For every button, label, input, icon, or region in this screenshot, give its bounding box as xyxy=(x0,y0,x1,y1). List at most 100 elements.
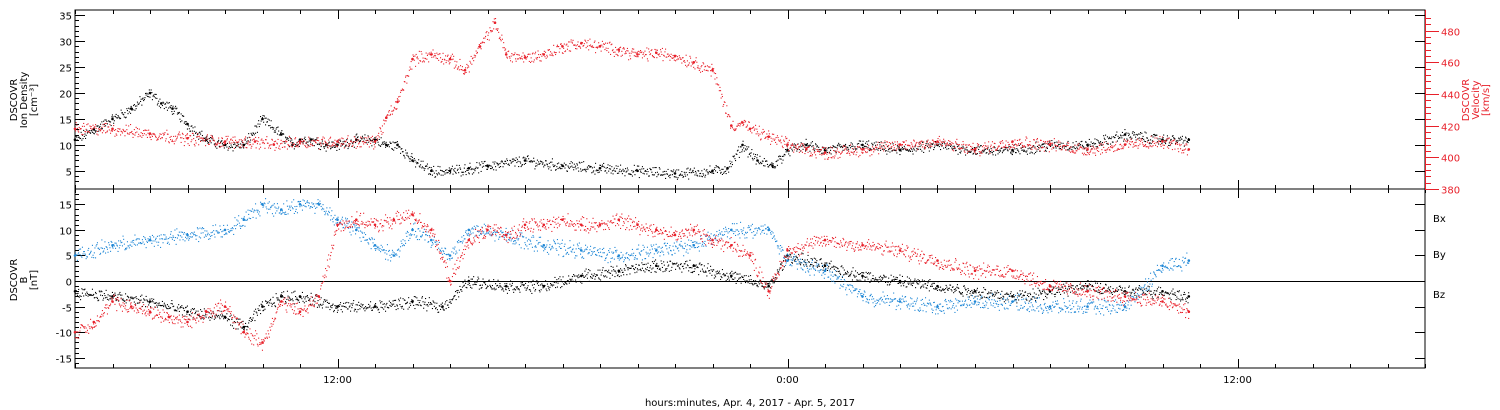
velocity-series-dot xyxy=(1128,146,1130,148)
bx-series-dot xyxy=(171,303,173,305)
density-series-dot xyxy=(764,165,766,167)
bx-series-dot xyxy=(76,293,78,295)
bx-series-dot xyxy=(528,289,530,291)
velocity-series-dot xyxy=(988,150,990,152)
bx-series-dot xyxy=(362,304,364,306)
velocity-series-dot xyxy=(268,147,270,149)
velocity-series-dot xyxy=(697,65,699,67)
velocity-series-dot xyxy=(450,55,452,57)
density-series-dot xyxy=(864,145,866,147)
velocity-series-dot xyxy=(1090,149,1092,151)
velocity-series-dot xyxy=(1095,148,1097,150)
velocity-series-dot xyxy=(75,122,77,124)
density-series xyxy=(73,89,1191,180)
velocity-series-dot xyxy=(490,30,492,32)
density-series-dot xyxy=(106,120,108,122)
velocity-series-dot xyxy=(873,151,875,153)
density-series-dot xyxy=(926,140,928,142)
bx-series-dot xyxy=(527,285,529,287)
density-series-dot xyxy=(1030,148,1032,150)
bx-series-dot xyxy=(612,266,614,268)
velocity-series-dot xyxy=(193,138,195,140)
density-series-dot xyxy=(706,171,708,173)
density-series-dot xyxy=(248,136,250,138)
velocity-series-dot xyxy=(1105,151,1107,153)
bx-series-dot xyxy=(268,304,270,306)
velocity-series-dot xyxy=(438,53,440,55)
velocity-series-dot xyxy=(995,149,997,151)
velocity-series-dot xyxy=(553,44,555,46)
bx-series-dot xyxy=(463,285,465,287)
velocity-series-dot xyxy=(1061,149,1063,151)
density-series-dot xyxy=(281,133,283,135)
bx-series-dot xyxy=(79,295,81,297)
density-series-dot xyxy=(425,165,427,167)
bx-series-dot xyxy=(313,304,315,306)
density-series-dot xyxy=(209,139,211,141)
density-series-dot xyxy=(87,131,89,133)
velocity-series-dot xyxy=(690,65,692,67)
bx-series-dot xyxy=(143,298,145,300)
bx-series-dot xyxy=(260,313,262,315)
density-series-dot xyxy=(774,167,776,169)
bx-series-dot xyxy=(500,285,502,287)
density-series-dot xyxy=(83,135,85,137)
density-series-dot xyxy=(607,164,609,166)
bx-series-dot xyxy=(288,299,290,301)
velocity-series-dot xyxy=(135,132,137,134)
velocity-series-dot xyxy=(1085,147,1087,149)
velocity-series-dot xyxy=(1148,147,1150,149)
density-series-dot xyxy=(596,170,598,172)
density-series-dot xyxy=(782,159,784,161)
velocity-series-dot xyxy=(763,130,765,132)
density-series-dot xyxy=(322,143,324,145)
velocity-series-dot xyxy=(231,142,233,144)
density-series-dot xyxy=(553,165,555,167)
velocity-series-dot xyxy=(780,139,782,141)
bx-series-dot xyxy=(81,292,83,294)
bx-series-dot xyxy=(291,298,293,300)
velocity-series-dot xyxy=(543,53,545,55)
velocity-series-dot xyxy=(196,133,198,135)
density-series-dot xyxy=(827,147,829,149)
velocity-series-dot xyxy=(90,127,92,129)
density-series-dot xyxy=(761,160,763,162)
density-series-dot xyxy=(838,145,840,147)
velocity-series-dot xyxy=(301,138,303,140)
bx-series-dot xyxy=(619,271,621,273)
bx-series-dot xyxy=(229,315,231,317)
velocity-series-dot xyxy=(338,142,340,144)
velocity-series-dot xyxy=(232,136,234,138)
density-series-dot xyxy=(1021,146,1023,148)
velocity-series-dot xyxy=(1140,138,1142,140)
velocity-series-dot xyxy=(952,143,954,145)
velocity-series-dot xyxy=(236,141,238,143)
velocity-series-dot xyxy=(342,138,344,140)
density-series-dot xyxy=(474,170,476,172)
bx-series-dot xyxy=(181,305,183,307)
velocity-series-dot xyxy=(1142,144,1144,146)
bx-series-dot xyxy=(378,311,380,313)
density-series-dot xyxy=(634,174,636,176)
velocity-series-dot xyxy=(410,61,412,63)
bx-series-dot xyxy=(500,286,502,288)
velocity-series-dot xyxy=(951,149,953,151)
bx-series-dot xyxy=(107,294,109,296)
bx-series-dot xyxy=(547,285,549,287)
density-series-dot xyxy=(91,130,93,132)
density-series-dot xyxy=(151,99,153,101)
bx-series-dot xyxy=(706,275,708,277)
bx-series-dot xyxy=(606,276,608,278)
density-series-dot xyxy=(207,142,209,144)
bx-series-dot xyxy=(576,275,578,277)
density-series-dot xyxy=(204,137,206,139)
bx-series-dot xyxy=(195,312,197,314)
velocity-series-dot xyxy=(133,129,135,131)
density-series-dot xyxy=(180,121,182,123)
density-series-dot xyxy=(567,165,569,167)
bx-series-dot xyxy=(413,296,415,298)
density-series-dot xyxy=(951,147,953,149)
bx-series-dot xyxy=(315,294,317,296)
density-series-dot xyxy=(888,148,890,150)
bx-series-dot xyxy=(425,298,427,300)
